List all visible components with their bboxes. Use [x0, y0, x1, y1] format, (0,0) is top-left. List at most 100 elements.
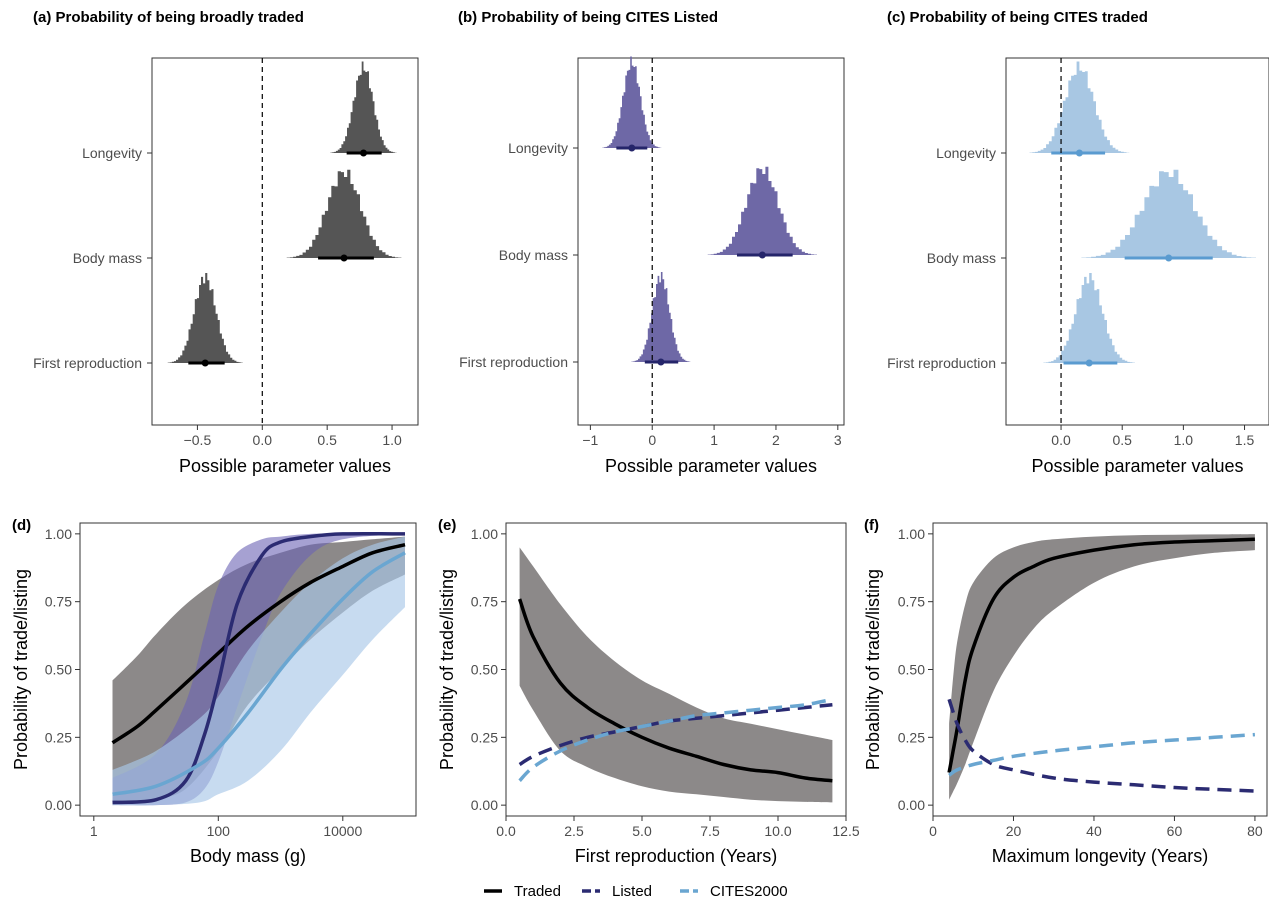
x-tick-label: 7.5 — [700, 823, 720, 839]
line-listed — [112, 531, 406, 805]
y-tick-label: 0.75 — [471, 594, 498, 610]
x-tick-label: 3 — [834, 432, 842, 448]
legend-label: Traded — [514, 883, 561, 900]
x-axis-label: Body mass (g) — [190, 846, 306, 866]
category-label: Longevity — [82, 145, 142, 161]
mean-point — [360, 149, 368, 157]
x-axis-label: Possible parameter values — [179, 456, 391, 476]
y-tick-label: 0.25 — [471, 729, 498, 745]
y-tick-label: 0.25 — [45, 729, 72, 745]
histogram-longevity — [1029, 61, 1130, 153]
y-tick-label: 0.00 — [45, 797, 72, 813]
mean-point — [1085, 359, 1093, 367]
x-tick-label: 5.0 — [632, 823, 652, 839]
histogram-longevity — [602, 56, 662, 148]
x-tick-label: 1 — [90, 823, 98, 839]
panel-title: (a) Probability of being broadly traded — [33, 9, 304, 26]
y-tick-label: 0.00 — [471, 797, 498, 813]
line-cites2000 — [112, 551, 406, 797]
panel-label: (f) — [864, 517, 879, 534]
panel-title: (b) Probability of being CITES Listed — [458, 9, 718, 26]
category-label: Longevity — [936, 145, 996, 161]
panel-e: 0.00 0.25 0.50 0.75 1.00 0.0 2.5 5.0 7.5 10.0 12.5… — [437, 517, 860, 866]
category-label: Longevity — [508, 140, 568, 156]
panel-a: (a) Probability of being broadly traded L… — [33, 9, 419, 476]
y-tick-label: 0.50 — [45, 662, 72, 678]
category-label: Body mass — [73, 250, 142, 266]
x-tick-label: 100 — [207, 823, 231, 839]
ribbon-cites2000 — [112, 536, 405, 806]
y-axis-label: Probability of trade/listing — [437, 569, 457, 770]
legend-label: CITES2000 — [710, 883, 788, 900]
panel-c: (c) Probability of being CITES traded Lon… — [887, 9, 1269, 476]
x-tick-label: 10000 — [323, 823, 362, 839]
mean-point — [758, 251, 766, 259]
x-tick-label: 1.0 — [382, 432, 402, 448]
plot-frame — [577, 57, 845, 426]
x-axis-label: Maximum longevity (Years) — [992, 846, 1208, 866]
line-cites2000 — [518, 697, 833, 782]
x-tick-label: 0.0 — [496, 823, 516, 839]
x-axis-label: First reproduction (Years) — [575, 846, 777, 866]
x-tick-label: −1 — [582, 432, 598, 448]
category-label: First reproduction — [33, 355, 142, 371]
histogram-first-reproduction — [631, 272, 691, 362]
histogram-longevity — [330, 61, 397, 153]
category-label: First reproduction — [459, 354, 568, 370]
panel-b: (b) Probability of being CITES Listed Lon… — [458, 9, 845, 476]
y-tick-label: 0.25 — [898, 729, 925, 745]
x-tick-label: 0.5 — [1112, 432, 1132, 448]
x-tick-label: 1.5 — [1235, 432, 1255, 448]
x-tick-label: 1 — [710, 432, 718, 448]
x-tick-label: 12.5 — [832, 823, 859, 839]
x-tick-label: 0.0 — [1051, 432, 1071, 448]
x-tick-label: 0 — [648, 432, 656, 448]
y-tick-label: 0.75 — [45, 594, 72, 610]
x-tick-label: 0.0 — [253, 432, 273, 448]
mean-point — [628, 144, 636, 152]
histogram-first-reproduction — [167, 273, 243, 363]
panel-d: 0.00 0.25 0.50 0.75 1.00 1 100 10000 (d) Body mas… — [11, 517, 417, 866]
mean-point — [657, 358, 665, 366]
category-label: Body mass — [927, 250, 996, 266]
y-axis-label: Probability of trade/listing — [863, 569, 883, 770]
mean-point — [201, 359, 209, 367]
panel-title: (c) Probability of being CITES traded — [887, 9, 1148, 26]
line-traded — [111, 543, 406, 745]
x-tick-label: 2.5 — [564, 823, 584, 839]
x-tick-label: −0.5 — [184, 432, 212, 448]
x-axis-label: Possible parameter values — [605, 456, 817, 476]
mean-point — [340, 254, 348, 262]
x-tick-label: 1.0 — [1174, 432, 1194, 448]
y-tick-label: 1.00 — [45, 526, 72, 542]
y-tick-label: 0.00 — [898, 797, 925, 813]
x-tick-label: 0 — [929, 823, 937, 839]
category-label: First reproduction — [887, 355, 996, 371]
legend-label: Listed — [612, 883, 652, 900]
histogram-body-mass — [1081, 169, 1256, 258]
x-tick-label: 20 — [1006, 823, 1022, 839]
histogram-first-reproduction — [1043, 273, 1135, 363]
y-tick-label: 0.50 — [898, 662, 925, 678]
x-axis-label: Possible parameter values — [1031, 456, 1243, 476]
histogram-body-mass — [707, 166, 817, 255]
panel-label: (d) — [12, 517, 31, 534]
y-tick-label: 1.00 — [471, 526, 498, 542]
x-tick-label: 80 — [1247, 823, 1263, 839]
x-tick-label: 2 — [772, 432, 780, 448]
y-tick-label: 0.75 — [898, 594, 925, 610]
ribbon-traded — [519, 547, 833, 803]
mean-point — [1165, 254, 1173, 262]
line-listed — [947, 698, 1255, 793]
category-label: Body mass — [499, 247, 568, 263]
line-traded — [517, 598, 833, 783]
legend: Traded Listed CITES2000 — [484, 883, 788, 900]
plot-frame — [151, 57, 419, 426]
ribbon-traded — [949, 534, 1255, 800]
panel-f: 0.00 0.25 0.50 0.75 1.00 0 20 40 60 80 (f) Maximum … — [863, 517, 1268, 866]
x-tick-label: 60 — [1167, 823, 1183, 839]
x-tick-label: 0.5 — [317, 432, 337, 448]
y-axis-label: Probability of trade/listing — [11, 569, 31, 770]
y-tick-label: 0.50 — [471, 662, 498, 678]
